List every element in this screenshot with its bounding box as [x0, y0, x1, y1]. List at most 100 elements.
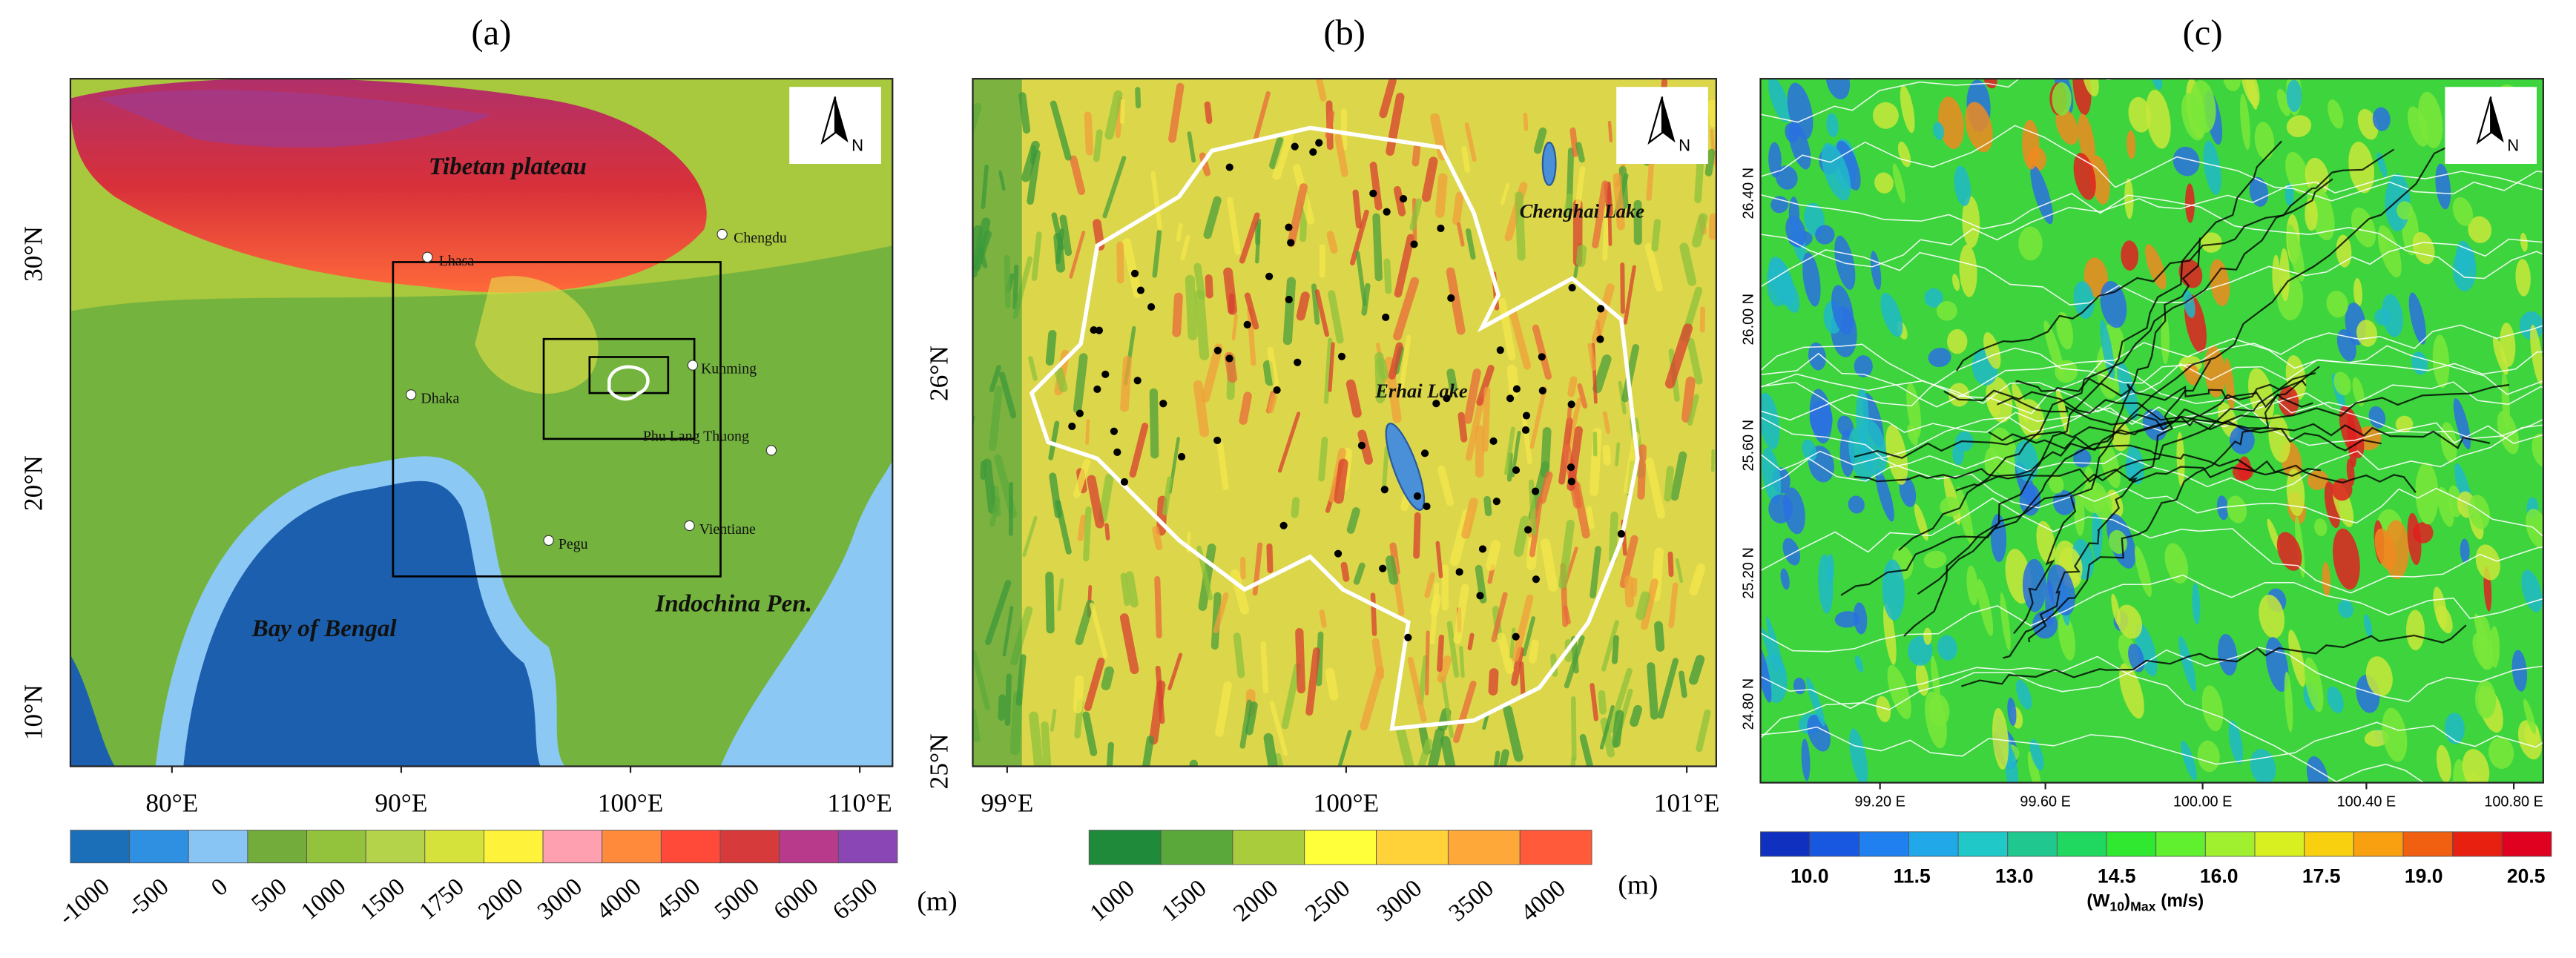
map-a — [70, 79, 893, 767]
frame-a — [69, 78, 894, 767]
ridge — [1707, 99, 1716, 128]
wind-cell — [1992, 707, 2009, 770]
y-tick-label: 20°N — [19, 455, 48, 511]
wind-cell — [1802, 252, 1821, 307]
wind-cell — [1900, 85, 1915, 133]
station — [1532, 487, 1540, 495]
wind-cell — [1856, 387, 1869, 444]
ridge — [1453, 584, 1469, 644]
wind-cell — [2432, 334, 2450, 389]
wind-cell — [2365, 656, 2393, 696]
wind-cell — [2436, 744, 2451, 783]
ridge — [1337, 730, 1352, 767]
colorbar-cell — [2106, 831, 2157, 857]
ridge — [1398, 334, 1411, 397]
colorbar-unit: (m) — [1618, 870, 1658, 900]
ridge — [1482, 712, 1489, 730]
ridge — [1424, 572, 1436, 598]
station — [1476, 592, 1484, 600]
colorbar-cell — [1232, 830, 1305, 865]
station — [1568, 283, 1576, 292]
wind-cell — [2474, 680, 2497, 719]
wind-cell — [2492, 336, 2509, 375]
ridge — [1591, 283, 1615, 343]
wind-cell — [1854, 655, 1864, 673]
ridge — [1168, 82, 1185, 143]
colorbar-cell — [2452, 831, 2503, 857]
wind-cell — [1883, 603, 1897, 665]
ridge — [1274, 753, 1284, 767]
ridge — [1647, 662, 1659, 720]
colorbar-label: 1500 — [1156, 874, 1212, 927]
wind-cell — [1940, 496, 1962, 517]
station — [1090, 326, 1098, 334]
lake-label: Chenghai Lake — [1520, 199, 1645, 222]
ridge — [1437, 634, 1445, 673]
station — [1334, 549, 1343, 558]
ridge — [1269, 701, 1288, 756]
track — [1898, 178, 2333, 551]
wind-cell — [2363, 614, 2373, 638]
ridge — [1540, 538, 1558, 592]
ridge — [1102, 156, 1127, 219]
city-dot — [765, 445, 777, 456]
ridge — [1135, 87, 1142, 109]
wind-cell — [2029, 739, 2044, 771]
city-dot — [422, 251, 433, 263]
wind-cell — [1959, 244, 1977, 297]
colorbar-label: 4000 — [1515, 874, 1571, 927]
wind-cell — [2333, 371, 2351, 396]
ridge — [1093, 129, 1103, 162]
colorbar-label: 2000 — [473, 873, 529, 925]
ridge — [1533, 127, 1547, 154]
wind-cell — [1787, 82, 1814, 139]
study-boundary — [1029, 125, 1640, 731]
wind-cell — [2444, 713, 2465, 744]
ridge — [1083, 506, 1092, 562]
ridge — [1239, 392, 1252, 425]
wind-cell — [1928, 348, 1951, 368]
colorbar-title-part: (W — [2086, 891, 2109, 911]
station — [1309, 148, 1317, 156]
ridge — [1262, 360, 1275, 386]
station — [1133, 377, 1142, 385]
colorbar-cell — [1447, 830, 1521, 865]
colorbar-label: 2000 — [1228, 874, 1284, 927]
ridge — [1295, 628, 1305, 694]
colorbar-cell — [1809, 831, 1860, 857]
ridge — [1268, 394, 1277, 414]
ridge — [1372, 213, 1383, 282]
ridge — [1679, 242, 1697, 286]
ridge — [1282, 277, 1297, 346]
ridge — [1476, 365, 1495, 406]
county-boundary — [1760, 171, 2543, 268]
wind-cell — [2127, 130, 2136, 159]
terrain — [972, 79, 1716, 767]
ridge — [1425, 630, 1430, 696]
ridge — [1509, 308, 1532, 370]
wind-cell — [2331, 478, 2353, 501]
wind-cell — [2022, 558, 2046, 612]
ridge — [1635, 591, 1650, 621]
ridge — [1446, 369, 1457, 392]
ridge — [1528, 479, 1537, 536]
wind-cell — [2327, 686, 2344, 713]
wind-cell — [2437, 486, 2454, 527]
wind-cell — [2052, 82, 2072, 116]
ridge — [1319, 609, 1327, 628]
wind-cell — [2406, 610, 2425, 651]
wind-cell — [1915, 662, 1929, 696]
station — [1423, 502, 1431, 510]
region-label: Indochina Pen. — [654, 590, 812, 618]
wind-cell — [2145, 244, 2167, 290]
wind-cell — [2452, 247, 2477, 291]
wind-cell — [1887, 664, 1911, 719]
wind-cell — [1923, 627, 1932, 645]
ridge — [1592, 180, 1609, 248]
ridge — [1512, 594, 1534, 662]
ridge — [1491, 592, 1508, 643]
ridge — [1022, 515, 1038, 558]
city-label: Phu Lang Thuong — [643, 428, 749, 444]
colorbar-label: 1500 — [355, 873, 411, 925]
wind-cell — [2351, 207, 2376, 248]
